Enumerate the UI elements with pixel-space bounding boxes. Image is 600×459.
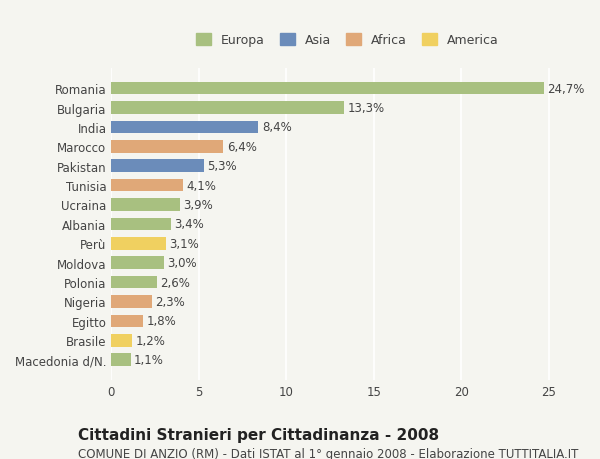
Text: 2,6%: 2,6% xyxy=(160,276,190,289)
Text: 3,9%: 3,9% xyxy=(183,199,213,212)
Bar xyxy=(112,237,166,250)
Text: 8,4%: 8,4% xyxy=(262,121,292,134)
Text: 1,1%: 1,1% xyxy=(134,353,164,366)
Text: Cittadini Stranieri per Cittadinanza - 2008: Cittadini Stranieri per Cittadinanza - 2… xyxy=(78,427,439,442)
Bar xyxy=(112,102,344,115)
Bar xyxy=(112,218,171,231)
Bar xyxy=(112,179,183,192)
Text: 1,8%: 1,8% xyxy=(146,315,176,328)
Bar xyxy=(112,296,152,308)
Text: 4,1%: 4,1% xyxy=(187,179,217,192)
Text: 3,4%: 3,4% xyxy=(175,218,204,231)
Text: 5,3%: 5,3% xyxy=(208,160,237,173)
Text: 24,7%: 24,7% xyxy=(547,83,584,95)
Bar xyxy=(112,276,157,289)
Text: COMUNE DI ANZIO (RM) - Dati ISTAT al 1° gennaio 2008 - Elaborazione TUTTITALIA.I: COMUNE DI ANZIO (RM) - Dati ISTAT al 1° … xyxy=(78,448,578,459)
Text: 6,4%: 6,4% xyxy=(227,140,257,153)
Text: 1,2%: 1,2% xyxy=(136,334,166,347)
Bar xyxy=(112,160,204,173)
Legend: Europa, Asia, Africa, America: Europa, Asia, Africa, America xyxy=(196,34,499,47)
Bar xyxy=(112,353,131,366)
Bar xyxy=(112,199,179,211)
Text: 2,3%: 2,3% xyxy=(155,295,185,308)
Text: 3,1%: 3,1% xyxy=(169,237,199,250)
Bar xyxy=(112,334,133,347)
Text: 3,0%: 3,0% xyxy=(167,257,197,269)
Text: 13,3%: 13,3% xyxy=(347,102,385,115)
Bar xyxy=(112,315,143,327)
Bar xyxy=(112,140,223,153)
Bar xyxy=(112,257,164,269)
Bar xyxy=(112,121,259,134)
Bar xyxy=(112,83,544,95)
